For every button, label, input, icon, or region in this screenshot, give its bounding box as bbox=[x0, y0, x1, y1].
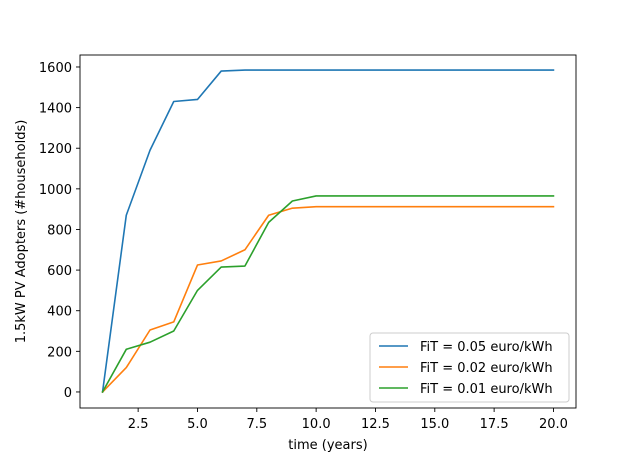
series-line-2 bbox=[101, 205, 555, 394]
y-tick-label: 1000 bbox=[39, 183, 72, 198]
legend-label-2: FiT = 0.02 euro/kWh bbox=[420, 361, 553, 376]
x-tick-label: 10.0 bbox=[302, 417, 331, 432]
series-layer bbox=[101, 69, 555, 394]
y-tick-label: 1200 bbox=[39, 142, 72, 157]
y-tick-label: 1600 bbox=[39, 61, 72, 76]
y-tick-label: 600 bbox=[47, 264, 72, 279]
y-tick-label: 800 bbox=[47, 223, 72, 238]
axes-layer: 2.5 5.0 7.5 10.0 12.5 15.0 17.5 20.0 0 200 400 600 8… bbox=[39, 54, 577, 432]
plot-frame bbox=[79, 54, 577, 409]
x-tick-label: 17.5 bbox=[480, 417, 509, 432]
x-tick-label: 2.5 bbox=[128, 417, 149, 432]
legend-box bbox=[369, 332, 570, 403]
y-axis-title: 1.5kW PV Adopters (#households) bbox=[14, 120, 29, 344]
x-tick-label: 5.0 bbox=[187, 417, 208, 432]
legend-label-3: FiT = 0.01 euro/kWh bbox=[420, 382, 553, 397]
y-tick-label: 400 bbox=[47, 305, 72, 320]
y-tick-label: 1400 bbox=[39, 102, 72, 117]
y-tick-label: 200 bbox=[47, 345, 72, 360]
x-tick-label: 12.5 bbox=[361, 417, 390, 432]
legend-label-1: FiT = 0.05 euro/kWh bbox=[420, 340, 553, 355]
series-line-1 bbox=[101, 69, 555, 393]
x-tick-label: 15.0 bbox=[420, 417, 449, 432]
y-tick-label: 0 bbox=[64, 386, 72, 401]
x-tick-label: 20.0 bbox=[539, 417, 568, 432]
legend: FiT = 0.05 euro/kWh FiT = 0.02 euro/kWh Fi… bbox=[369, 332, 570, 403]
x-axis-title: time (years) bbox=[288, 438, 367, 453]
series-line-3 bbox=[101, 195, 555, 394]
x-tick-label: 7.5 bbox=[246, 417, 267, 432]
